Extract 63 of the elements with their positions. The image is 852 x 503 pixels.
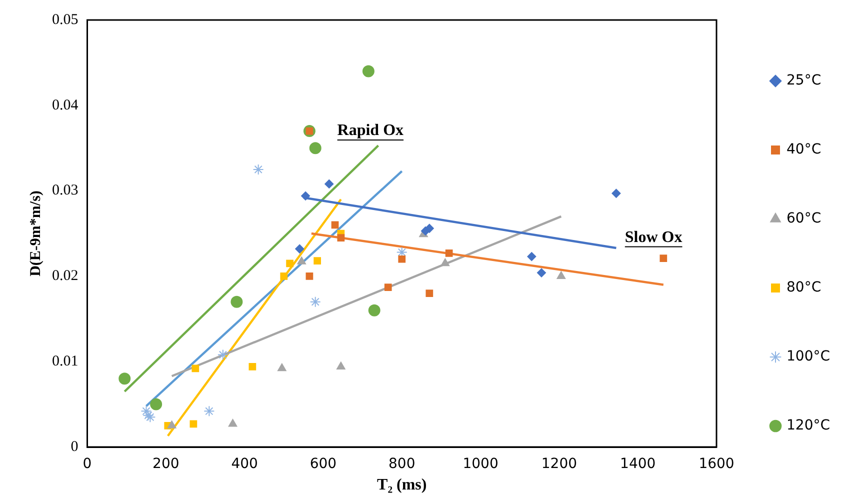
point xyxy=(337,234,345,242)
point xyxy=(331,221,339,229)
y-tick-label: 0.05 xyxy=(52,12,78,28)
point xyxy=(118,372,131,385)
legend-label: 100°C xyxy=(786,348,830,365)
x-axis-title: T₂ (ms) xyxy=(377,476,427,494)
point xyxy=(150,398,162,410)
point xyxy=(228,418,238,427)
point xyxy=(278,363,286,372)
x-tick-label: 400 xyxy=(231,456,258,472)
point xyxy=(252,164,264,175)
point xyxy=(306,272,314,280)
y-tick-label: 0.01 xyxy=(52,354,78,370)
x-tick-label: 0 xyxy=(82,456,92,472)
point xyxy=(310,296,321,308)
point xyxy=(167,420,176,428)
point xyxy=(336,362,346,370)
point xyxy=(248,363,256,370)
point xyxy=(286,260,294,268)
point xyxy=(398,255,406,263)
legend-label: 120°C xyxy=(786,418,830,434)
point xyxy=(362,65,374,78)
y-tick-label: 0 xyxy=(70,438,78,455)
point xyxy=(660,254,668,262)
x-tick-label: 1200 xyxy=(541,456,578,472)
legend-label: 60°C xyxy=(786,210,822,227)
point xyxy=(192,364,200,372)
legend-label: 40°C xyxy=(786,142,822,158)
x-tick-label: 1400 xyxy=(620,456,656,472)
point xyxy=(217,349,228,360)
point xyxy=(295,244,304,254)
point xyxy=(280,272,288,280)
point xyxy=(297,256,306,264)
point xyxy=(368,304,380,316)
point xyxy=(190,420,198,428)
x-tick-label: 600 xyxy=(310,456,337,472)
y-axis-title: D(E-9m*m/s) xyxy=(28,190,44,276)
legend-label: 25°C xyxy=(786,72,822,89)
point xyxy=(527,252,536,262)
point xyxy=(314,257,322,265)
point xyxy=(440,258,450,266)
y-tick-label: 0.03 xyxy=(52,182,78,199)
x-tick-label: 200 xyxy=(152,456,180,472)
y-tick-label: 0.02 xyxy=(52,268,78,284)
point xyxy=(301,191,310,200)
point xyxy=(324,179,334,188)
point xyxy=(204,406,215,417)
point xyxy=(230,296,243,308)
point xyxy=(384,284,392,291)
x-tick-label: 1000 xyxy=(462,456,498,472)
legend-label: 80°C xyxy=(786,280,822,296)
x-tick-label: 800 xyxy=(388,456,416,472)
y-tick-label: 0.04 xyxy=(52,97,79,114)
point xyxy=(140,406,152,417)
x-tick-label: 1600 xyxy=(698,456,734,472)
point xyxy=(612,188,621,198)
point xyxy=(556,271,566,279)
point xyxy=(426,290,434,297)
point xyxy=(309,142,322,154)
annotation: Rapid Ox xyxy=(337,122,404,140)
annotation: Slow Ox xyxy=(624,228,682,246)
point xyxy=(536,268,546,278)
point xyxy=(445,249,453,257)
